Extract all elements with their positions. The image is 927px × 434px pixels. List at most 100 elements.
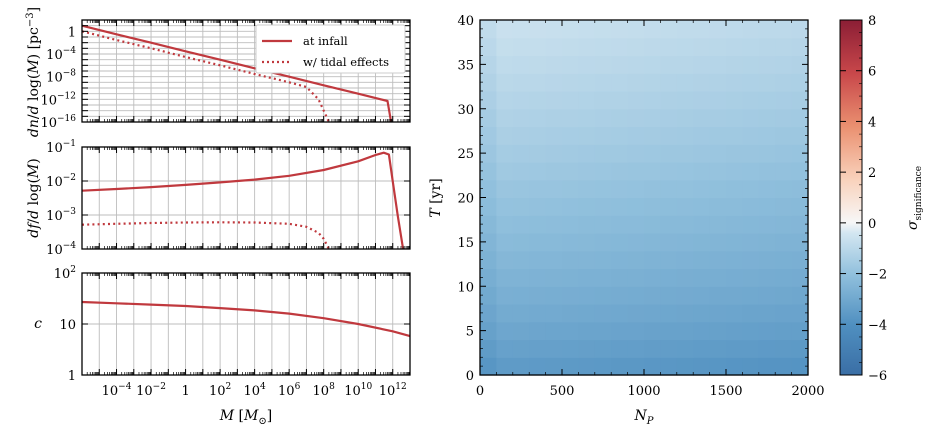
heatmap-cell: [627, 108, 645, 128]
heatmap-cell: [709, 179, 727, 199]
heatmap-cell: [594, 20, 612, 39]
heatmap-cell: [594, 91, 612, 110]
heatmap-cell: [578, 20, 596, 39]
heatmap-cell: [676, 233, 694, 252]
colorbar-tick-label: 0: [868, 217, 876, 232]
panel-significance-heatmap: 0 500 1000 1500 2000 0 5 10 15 20 25 30 35 40 NP T […: [428, 14, 825, 427]
heatmap-cell: [644, 197, 661, 216]
heatmap-cell: [791, 304, 809, 323]
heatmap-cell: [726, 37, 743, 57]
xtick-label: 1: [181, 384, 189, 399]
heatmap-cell: [726, 250, 743, 270]
heatmap-cell: [627, 91, 645, 110]
heatmap-cell: [742, 357, 760, 376]
heatmap-cell: [562, 37, 579, 57]
heatmap-cell: [627, 304, 645, 323]
heatmap-cell: [594, 126, 612, 145]
xtick-label: 108: [313, 382, 336, 399]
heatmap-cell: [529, 268, 547, 287]
heatmap-cell: [791, 215, 809, 234]
heatmap-cell: [545, 126, 563, 145]
xticklabels-mass: 10−4 10−2 1 102 104 106 108 1010 1012: [102, 382, 407, 399]
heatmap-cell: [758, 286, 776, 305]
heatmap-cell: [496, 357, 514, 376]
heatmap-cell: [726, 339, 743, 358]
heatmap-cell: [660, 73, 678, 92]
heatmap-cell: [791, 55, 809, 74]
heatmap-cell: [512, 126, 530, 145]
heatmap-cell: [676, 339, 694, 358]
colorbar-ticklabels: 8 6 4 2 0 −2 −4 −6: [868, 14, 887, 384]
colorbar-ticks: [840, 19, 862, 376]
ticks-heatmap: [479, 19, 809, 376]
heatmap-cell: [512, 108, 530, 128]
heatmap-cell: [594, 357, 612, 376]
xtick-label: 102: [209, 382, 231, 399]
heatmap-cell: [562, 268, 579, 287]
heatmap-cell: [562, 108, 579, 128]
heatmap-cell: [512, 162, 530, 181]
heatmap-cell: [709, 20, 727, 39]
heatmap-cell: [742, 321, 760, 341]
xtick-label: 106: [278, 382, 301, 399]
heatmap-cell: [693, 268, 711, 287]
heatmap-cell: [594, 197, 612, 216]
heatmap-cell: [676, 144, 694, 163]
heatmap-cell: [480, 91, 497, 110]
heatmap-cell: [758, 162, 776, 181]
heatmap-cell: [660, 250, 678, 270]
heat-ytick-label: 10: [457, 280, 474, 295]
heatmap-cell: [660, 144, 678, 163]
xtick-label: 10−2: [136, 382, 166, 399]
heatmap-cell: [644, 179, 661, 199]
ytick-label: 1: [68, 25, 76, 40]
colorbar-tick-label: −4: [868, 318, 887, 333]
heatmap-cell: [529, 357, 547, 376]
ytick-label: 10−3: [46, 207, 76, 224]
heatmap-cell: [512, 304, 530, 323]
heat-ytick-label: 30: [457, 103, 474, 118]
heatmap-cell: [578, 73, 596, 92]
ytick-label: 1: [68, 369, 76, 384]
heatmap-cell: [742, 233, 760, 252]
heatmap-cell: [627, 286, 645, 305]
heatmap-cell: [676, 162, 694, 181]
heatmap-cell: [709, 233, 727, 252]
heatmap-cell: [529, 286, 547, 305]
heatmap-cell: [758, 37, 776, 57]
heatmap-cell: [578, 55, 596, 74]
heatmap-cell: [775, 55, 793, 74]
heatmap-cell: [693, 108, 711, 128]
heatmap-cell: [791, 108, 809, 128]
heatmap-cell: [775, 268, 793, 287]
heatmap-cell: [594, 37, 612, 57]
heatmap-cell: [562, 233, 579, 252]
heatmap-cell: [594, 268, 612, 287]
heatmap-cell: [529, 144, 547, 163]
xlabel-mass: M [M⊙]: [219, 408, 272, 427]
colorbar-tick-label: 2: [868, 166, 876, 181]
heatmap-cell: [627, 197, 645, 216]
heatmap-cell: [644, 215, 661, 234]
heatmap-cell: [693, 73, 711, 92]
heatmap-cell: [742, 91, 760, 110]
heatmap-cell: [512, 268, 530, 287]
heatmap-cell: [742, 215, 760, 234]
colorbar: 8 6 4 2 0 −2 −4 −6 σsignificance: [839, 14, 924, 384]
series-line-dotted: [81, 30, 330, 123]
heatmap-cell: [726, 357, 743, 376]
heatmap-cell: [611, 268, 629, 287]
heatmap-cell: [791, 268, 809, 287]
heatmap-cell: [578, 286, 596, 305]
heatmap-cell: [726, 268, 743, 287]
heat-xtick-label: 0: [476, 384, 484, 399]
heat-ytick-label: 35: [457, 58, 474, 73]
heatmap-cell: [529, 37, 547, 57]
heatmap-cell: [775, 233, 793, 252]
heatmap-cell: [512, 37, 530, 57]
heatmap-cell: [480, 20, 497, 39]
heatmap-cell: [775, 286, 793, 305]
heatmap-cell: [742, 250, 760, 270]
heatmap-cell: [676, 108, 694, 128]
heatmap-cell: [709, 268, 727, 287]
